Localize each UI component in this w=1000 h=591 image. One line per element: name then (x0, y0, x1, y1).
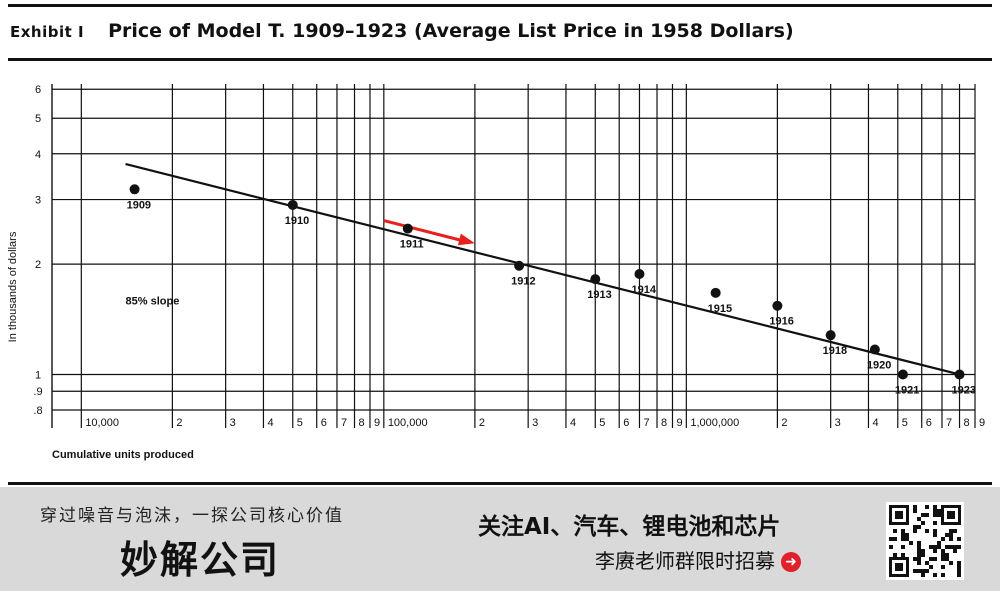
point-label-1912: 1912 (511, 276, 535, 288)
trend-line (125, 162, 960, 376)
data-point-1912 (514, 260, 525, 271)
data-point-1911 (402, 223, 413, 234)
x-tick-label: 8 (359, 417, 365, 429)
x-tick-label: 5 (297, 417, 303, 429)
point-label-1916: 1916 (769, 316, 793, 328)
x-tick-label: 5 (902, 417, 908, 429)
data-point-1914 (634, 268, 645, 279)
y-tick-label: 3 (35, 195, 41, 207)
x-tick-label: 3 (532, 417, 538, 429)
point-label-1920: 1920 (867, 359, 891, 371)
x-tick-label: 6 (321, 417, 327, 429)
x-tick-label: 4 (570, 417, 576, 429)
banner-brand: 妙解公司 (120, 537, 281, 582)
data-point-1915 (710, 287, 721, 298)
x-tick-label: 3 (230, 417, 236, 429)
point-label-1911: 1911 (400, 239, 424, 251)
data-point-1913 (590, 274, 601, 285)
x-tick-label: 9 (979, 417, 985, 429)
data-point-1916 (772, 300, 783, 311)
x-tick-label: 8 (661, 417, 667, 429)
slope-annotation: 85% slope (126, 296, 180, 308)
y-tick-label: 1 (35, 369, 41, 381)
x-tick-label: 4 (872, 417, 878, 429)
point-label-1910: 1910 (285, 215, 309, 227)
banner-topics: 关注AI、汽车、锂电池和芯片 (478, 514, 781, 540)
x-tick-label: 100,000 (388, 417, 428, 429)
data-point-1918 (825, 330, 836, 341)
x-tick-label: 9 (676, 417, 682, 429)
y-tick-label: 5 (35, 113, 41, 125)
title-rule (8, 58, 992, 61)
x-tick-label: 7 (643, 417, 649, 429)
point-label-1915: 1915 (708, 303, 732, 315)
x-tick-label: 2 (479, 417, 485, 429)
y-tick-label: 4 (35, 149, 41, 161)
x-tick-label: 6 (623, 417, 629, 429)
x-tick-label: 2 (176, 417, 182, 429)
bottom-rule (8, 482, 992, 485)
highlight-arrowhead (457, 233, 475, 246)
x-tick-label: 5 (599, 417, 605, 429)
point-label-1909: 1909 (127, 199, 151, 211)
qr-code-icon[interactable] (886, 502, 964, 580)
promo-banner: 穿过噪音与泡沫，一探公司核心价值 妙解公司 关注AI、汽车、锂电池和芯片 李赓老… (0, 487, 1000, 591)
data-point-1921 (897, 369, 908, 380)
x-tick-label: 2 (781, 417, 787, 429)
data-point-1923 (954, 369, 965, 380)
y-tick-label: 6 (35, 84, 41, 96)
banner-recruit-link[interactable]: 李赓老师群限时招募 ➜ (595, 545, 801, 574)
highlight-arrow (383, 219, 462, 242)
y-tick-label: .8 (33, 405, 42, 417)
point-label-1923: 1923 (952, 384, 976, 396)
x-tick-label: 4 (267, 417, 273, 429)
x-tick-label: 1,000,000 (690, 417, 739, 429)
chart-title: Price of Model T. 1909–1923 (Average Lis… (108, 20, 794, 42)
data-point-1909 (129, 184, 140, 195)
x-tick-label: 7 (946, 417, 952, 429)
exhibit-label: Exhibit I (10, 23, 85, 41)
arrow-right-circle-icon: ➜ (781, 552, 801, 572)
x-tick-label: 9 (374, 417, 380, 429)
price-chart: 10,000 2 3 4 5 6 7 8 9 100,000 2 3 4 5 6 7 8 9 1,000,000 2 3… (7, 84, 985, 461)
data-point-1910 (287, 199, 298, 210)
x-tick-label: 7 (341, 417, 347, 429)
y-tick-label: .9 (33, 386, 42, 398)
x-axis-label: Cumulative units produced (52, 449, 194, 461)
top-rule (8, 4, 992, 7)
chart-title-row: Exhibit I Price of Model T. 1909–1923 (Av… (10, 20, 794, 42)
banner-recruit-text: 李赓老师群限时招募 (595, 549, 775, 573)
y-axis-label: In thousands of dollars (7, 231, 19, 342)
y-tick-label: 2 (35, 259, 41, 271)
x-tick-label: 3 (835, 417, 841, 429)
point-label-1921: 1921 (895, 384, 919, 396)
banner-slogan: 穿过噪音与泡沫，一探公司核心价值 (40, 506, 344, 526)
point-label-1918: 1918 (823, 345, 847, 357)
x-tick-label: 10,000 (85, 417, 119, 429)
x-tick-label: 8 (964, 417, 970, 429)
data-point-1920 (869, 344, 880, 355)
x-tick-label: 6 (926, 417, 932, 429)
point-label-1914: 1914 (631, 284, 656, 296)
point-label-1913: 1913 (587, 289, 611, 301)
